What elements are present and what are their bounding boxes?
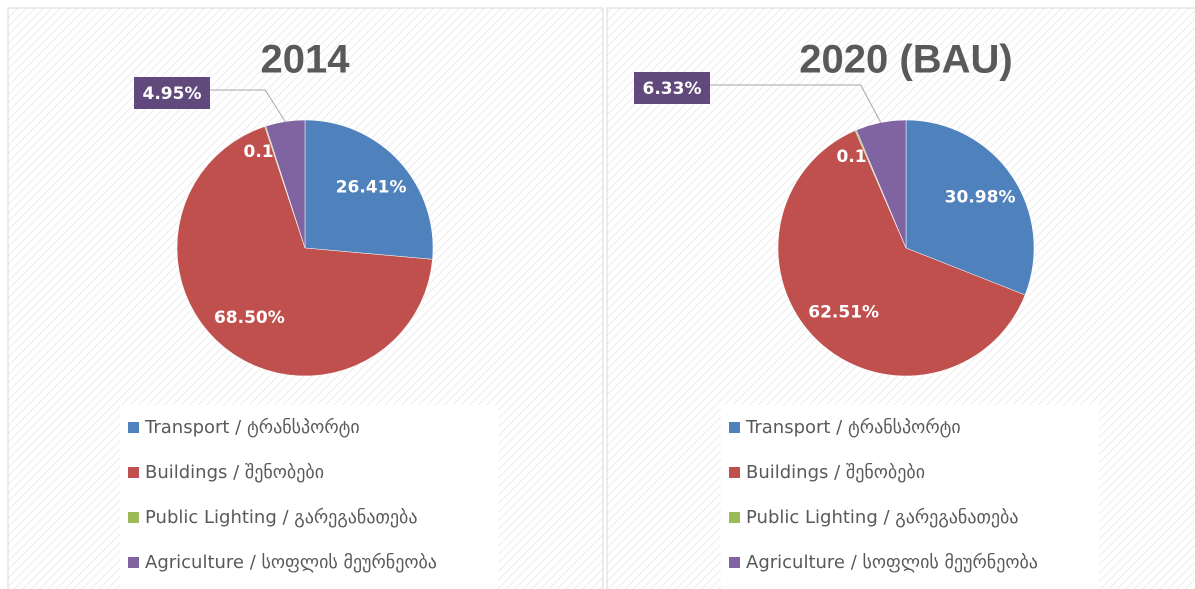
- pie-slice: [777, 130, 1026, 377]
- data-label: 30.98%: [945, 188, 1016, 208]
- legend-label: Transport / ტრანსპორტი: [144, 417, 360, 438]
- chart-title: 2020 (BAU): [799, 38, 1012, 82]
- legend-swatch: [128, 557, 139, 568]
- label-box: [134, 77, 210, 109]
- data-label: 62.51%: [808, 302, 879, 322]
- data-label: 4.95%: [143, 84, 202, 104]
- chart-title: 2014: [261, 38, 351, 82]
- legend-label: Agriculture / სოფლის მეურნეობა: [746, 552, 1038, 573]
- legend-label: Public Lighting / გარეგანათება: [746, 507, 1018, 528]
- pie-slice: [176, 126, 433, 377]
- data-label: 26.41%: [336, 178, 407, 198]
- legend-swatch: [729, 422, 740, 433]
- legend: [721, 405, 1099, 589]
- leader-line: [210, 89, 286, 122]
- legend-swatch: [128, 512, 139, 523]
- legend-label: Buildings / შენობები: [145, 462, 324, 483]
- pie-slice: [905, 119, 1035, 296]
- legend-label: Agriculture / სოფლის მეურნეობა: [145, 552, 437, 573]
- legend-swatch: [729, 467, 740, 478]
- data-label: 6.33%: [643, 79, 702, 99]
- legend-swatch: [729, 512, 740, 523]
- legend-label: Public Lighting / გარეგანათება: [145, 507, 417, 528]
- label-box: [634, 72, 710, 104]
- legend-label: Transport / ტრანსპორტი: [745, 417, 961, 438]
- legend-swatch: [729, 557, 740, 568]
- legend-label: Buildings / შენობები: [746, 462, 925, 483]
- leader-line: [710, 84, 882, 123]
- legend-swatch: [128, 422, 139, 433]
- data-label: 68.50%: [214, 308, 285, 328]
- pie-slice: [265, 119, 306, 249]
- legend: [120, 405, 498, 589]
- pie-slice: [304, 119, 434, 260]
- legend-swatch: [128, 467, 139, 478]
